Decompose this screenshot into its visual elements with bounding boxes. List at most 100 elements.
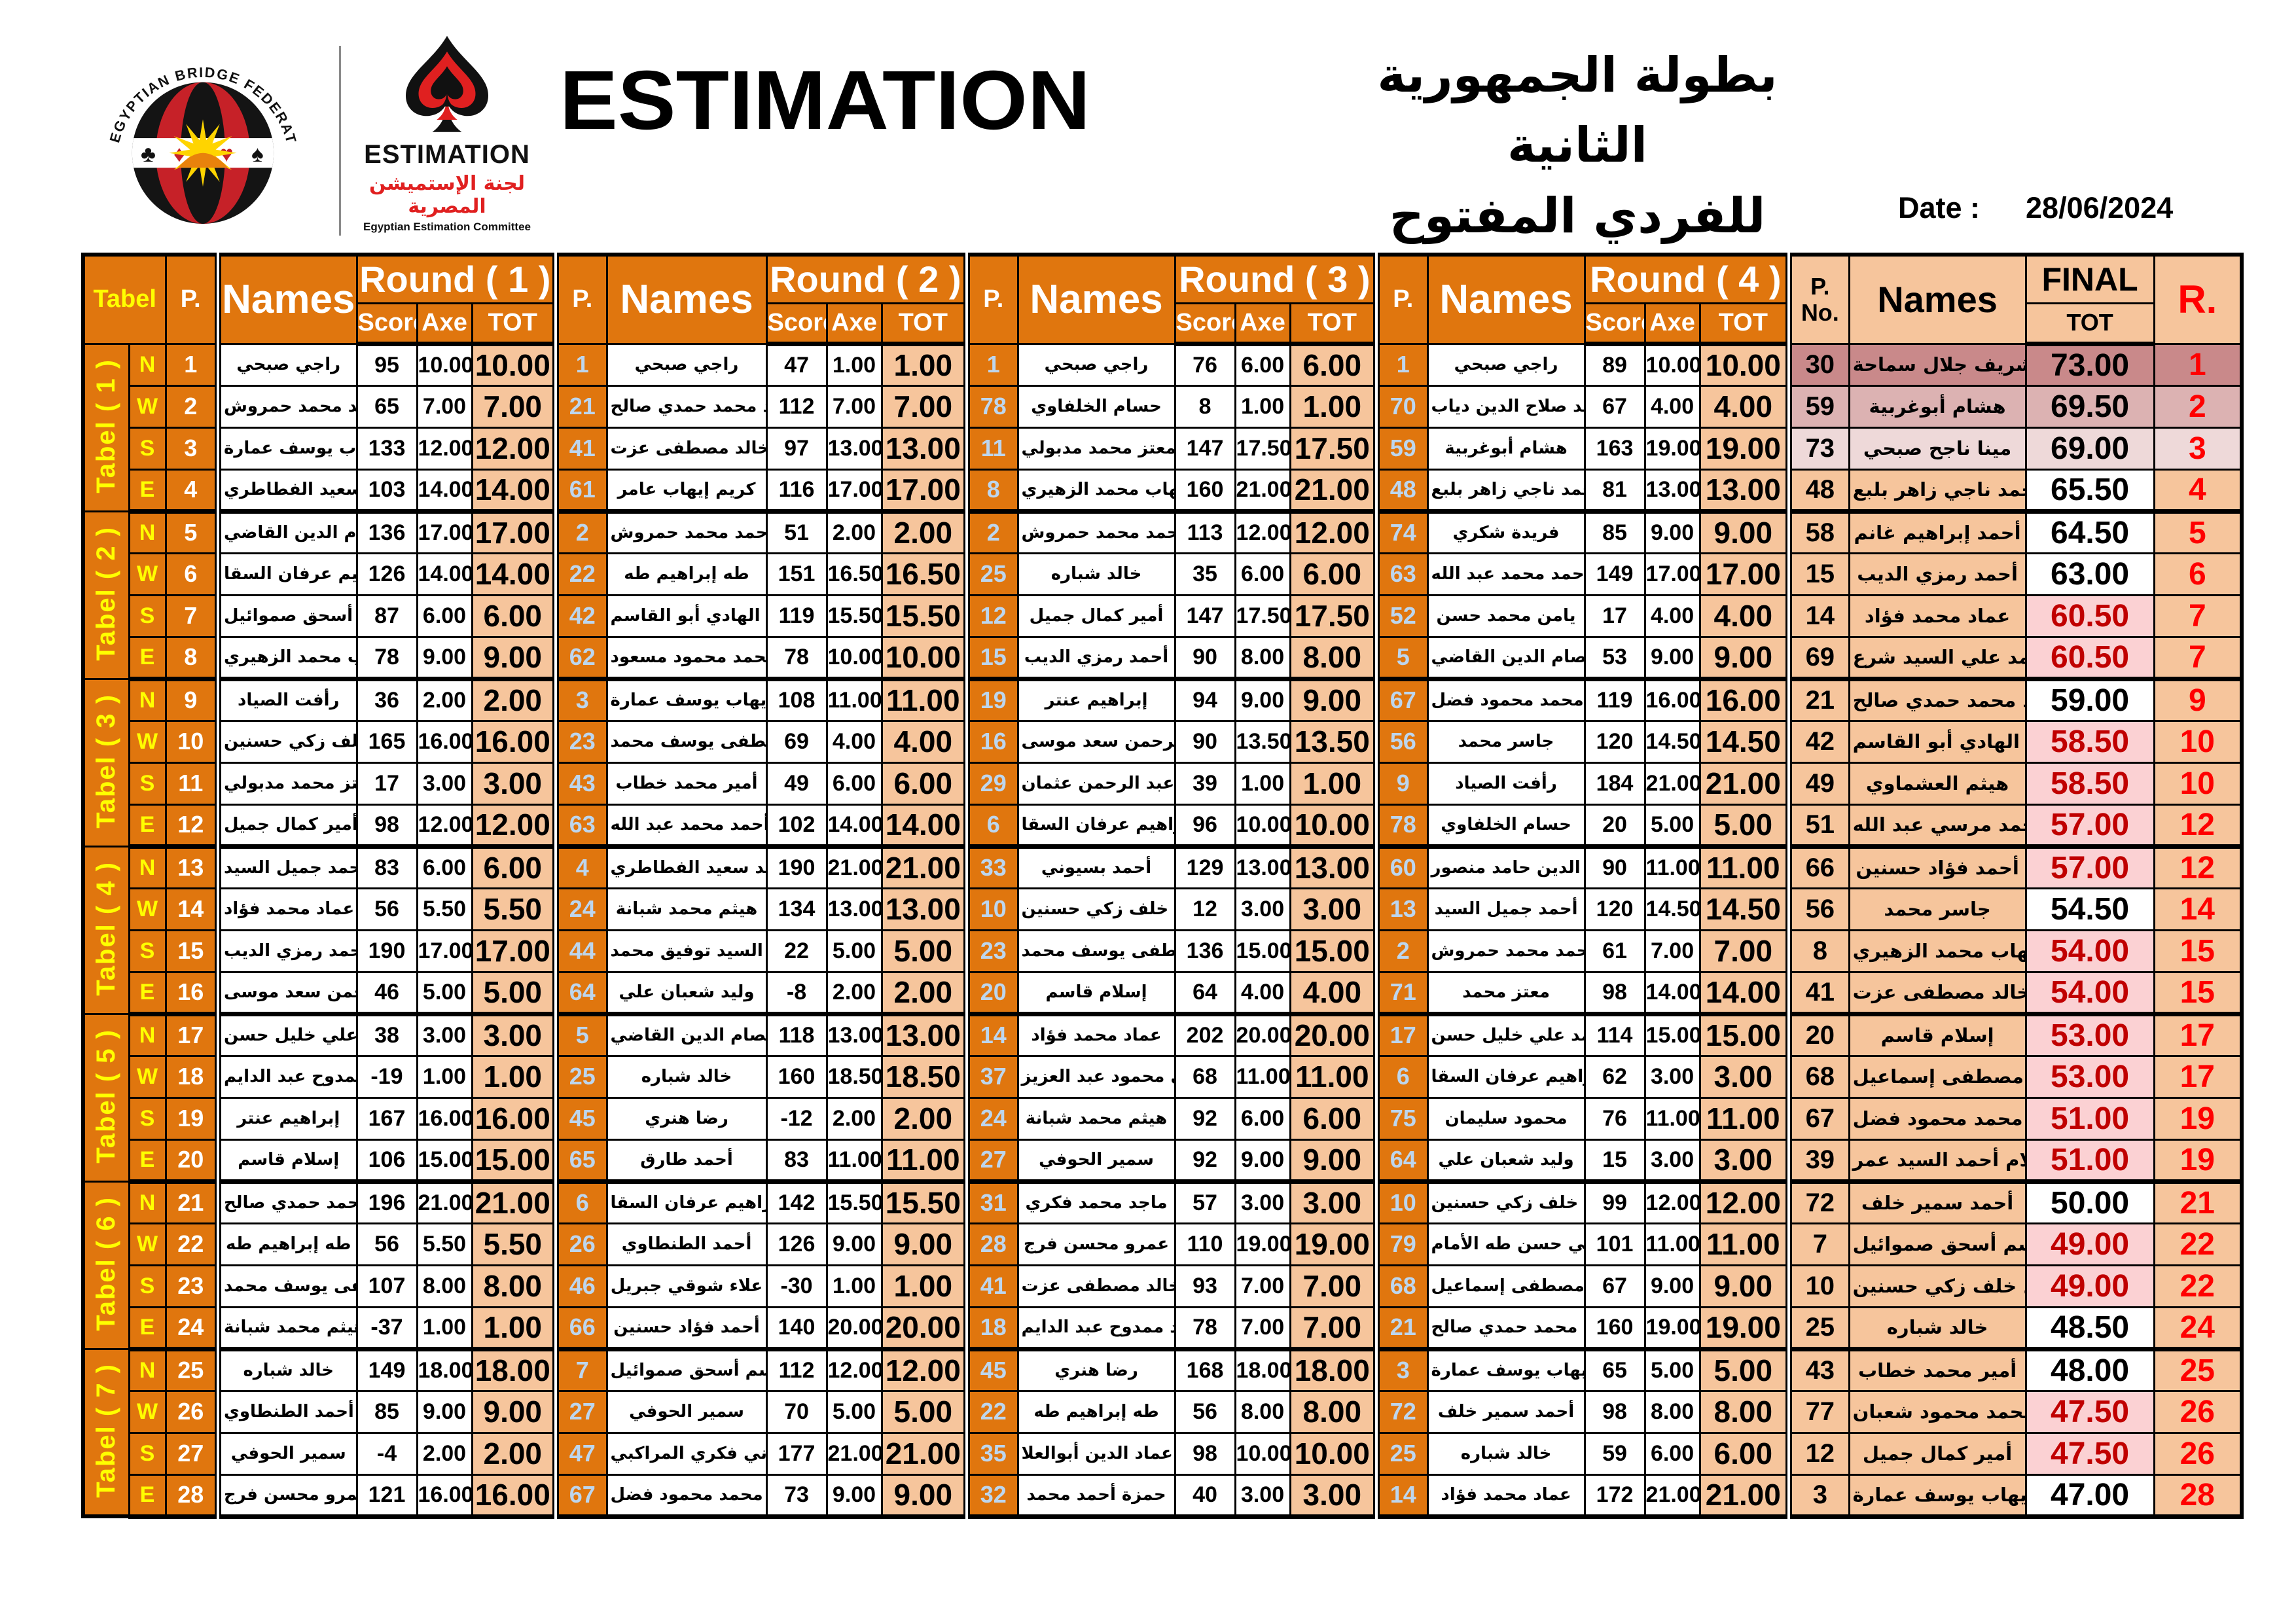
header-rank: R. (2153, 253, 2243, 345)
round-axe-r2: 9.00 (825, 1473, 883, 1519)
round-score-r1: -19 (355, 1054, 418, 1099)
player-name-r2: طه إبراهيم طه (605, 552, 768, 596)
player-name-r4: عماد محمد فؤاد (1426, 1473, 1586, 1519)
player-position-r1: 4 (164, 468, 219, 514)
header-names-round1: Names (215, 253, 358, 345)
round-axe-r3: 21.00 (1234, 468, 1291, 514)
round-score-r1: 87 (355, 594, 418, 638)
final-total: 57.00 (2024, 803, 2155, 849)
round-score-r4: 76 (1583, 1096, 1646, 1141)
player-name-r4: أحمد علي خليل حسن (1426, 1012, 1586, 1057)
round-axe-r4: 4.00 (1643, 594, 1701, 638)
player-name-r3: خالد مصطفى عزت (1016, 1264, 1176, 1308)
player-name-r1: معتز محمد مدبولي (215, 761, 358, 806)
round-total-r3: 7.00 (1289, 1264, 1378, 1308)
round-score-r4: 67 (1583, 384, 1646, 429)
round-axe-r3: 11.00 (1234, 1054, 1291, 1099)
final-player-name: محمد محمود شعبان (1848, 1389, 2027, 1434)
round-score-r3: 94 (1174, 677, 1236, 722)
seat-cell: S (128, 594, 167, 638)
round-axe-r4: 7.00 (1643, 929, 1701, 973)
final-rank: 15 (2153, 929, 2243, 973)
player-name-r4: رأفت الصياد (1426, 761, 1586, 806)
player-position-r4: 6 (1373, 1054, 1429, 1099)
round-score-r3: 92 (1174, 1096, 1236, 1141)
player-name-r1: أحمد جميل السيد (215, 845, 358, 889)
round-total-r2: 16.50 (880, 552, 968, 596)
round-total-r4: 16.00 (1698, 677, 1790, 722)
round-axe-r2: 6.00 (825, 761, 883, 806)
round-total-r4: 11.00 (1698, 1222, 1790, 1266)
final-total: 53.00 (2024, 1012, 2155, 1057)
seat-cell: W (128, 1222, 167, 1266)
player-position-r2: 4 (552, 845, 608, 889)
player-name-r1: أحمد ممدوح عبد الدايم (215, 1054, 358, 1099)
final-total: 47.00 (2024, 1473, 2155, 1519)
round-axe-r1: 6.00 (416, 845, 473, 889)
round-axe-r1: 5.00 (416, 971, 473, 1016)
round-total-r3: 6.00 (1289, 552, 1378, 596)
round-score-r2: 73 (765, 1473, 828, 1519)
header-names-round4: Names (1426, 253, 1586, 345)
round-score-r1: 165 (355, 719, 418, 764)
seat-cell: N (128, 677, 167, 722)
player-name-r1: عبد الرحمن سعد موسى (215, 971, 358, 1016)
player-position-r4: 64 (1373, 1138, 1429, 1184)
final-rank: 7 (2153, 594, 2243, 638)
round-axe-r3: 8.00 (1234, 635, 1291, 681)
player-position-r1: 22 (164, 1222, 219, 1266)
player-name-r3: إبراهيم عنتر (1016, 677, 1176, 722)
final-rank: 7 (2153, 635, 2243, 681)
player-position-r4: 71 (1373, 971, 1429, 1016)
seat-cell: N (128, 342, 167, 387)
date-row: Date : 28/06/2024 (1898, 191, 2173, 225)
round-total-r2: 15.50 (880, 594, 968, 638)
player-name-r1: راجي صبحي (215, 342, 358, 387)
round-axe-r3: 13.00 (1234, 845, 1291, 889)
final-position: 42 (1785, 719, 1850, 764)
round-score-r4: 20 (1583, 803, 1646, 849)
final-total: 49.00 (2024, 1222, 2155, 1266)
player-position-r2: 26 (552, 1222, 608, 1266)
final-rank: 21 (2153, 1180, 2243, 1224)
round-score-r2: 47 (765, 342, 828, 387)
round-total-r4: 5.00 (1698, 803, 1790, 849)
round-total-r2: 5.00 (880, 1389, 968, 1434)
round-score-r2: 160 (765, 1054, 828, 1099)
player-name-r2: رضا هنري (605, 1096, 768, 1141)
player-name-r4: مصطفى إسماعيل (1426, 1264, 1586, 1308)
round-score-r4: 98 (1583, 1389, 1646, 1434)
round-score-r2: 140 (765, 1306, 828, 1351)
round-axe-r1: 16.00 (416, 719, 473, 764)
round-score-r4: 89 (1583, 342, 1646, 387)
header-round3: Round ( 3 ) (1174, 253, 1378, 304)
player-position-r2: 64 (552, 971, 608, 1016)
player-name-r3: هيثم محمد شبانة (1016, 1096, 1176, 1141)
player-name-r3: حمزة أحمد محمد (1016, 1473, 1176, 1519)
round-axe-r4: 11.00 (1643, 1222, 1701, 1266)
final-position: 12 (1785, 1431, 1850, 1476)
round-total-r2: 1.00 (880, 342, 968, 387)
round-total-r1: 6.00 (471, 594, 557, 638)
player-name-r3: إسلام قاسم (1016, 971, 1176, 1016)
final-position: 48 (1785, 468, 1850, 514)
player-position-r2: 3 (552, 677, 608, 722)
player-position-r3: 25 (963, 552, 1019, 596)
round-total-r1: 12.00 (471, 426, 557, 471)
final-player-name: مينا ناجح صبحي (1848, 426, 2027, 471)
round-score-r2: 112 (765, 1347, 828, 1392)
estimation-spade-icon (406, 35, 488, 132)
player-position-r3: 33 (963, 845, 1019, 889)
round-score-r3: 68 (1174, 1054, 1236, 1099)
player-position-r3: 37 (963, 1054, 1019, 1099)
final-total: 63.00 (2024, 552, 2155, 596)
round-total-r1: 8.00 (471, 1264, 557, 1308)
final-position: 20 (1785, 1012, 1850, 1057)
round-score-r3: 35 (1174, 552, 1236, 596)
player-name-r1: إسلام قاسم (215, 1138, 358, 1184)
round-axe-r1: 1.00 (416, 1054, 473, 1099)
round-axe-r2: 13.00 (825, 887, 883, 931)
player-name-r4: يامن محمد حسن (1426, 594, 1586, 638)
round-score-r3: 57 (1174, 1180, 1236, 1224)
round-total-r3: 10.00 (1289, 1431, 1378, 1476)
